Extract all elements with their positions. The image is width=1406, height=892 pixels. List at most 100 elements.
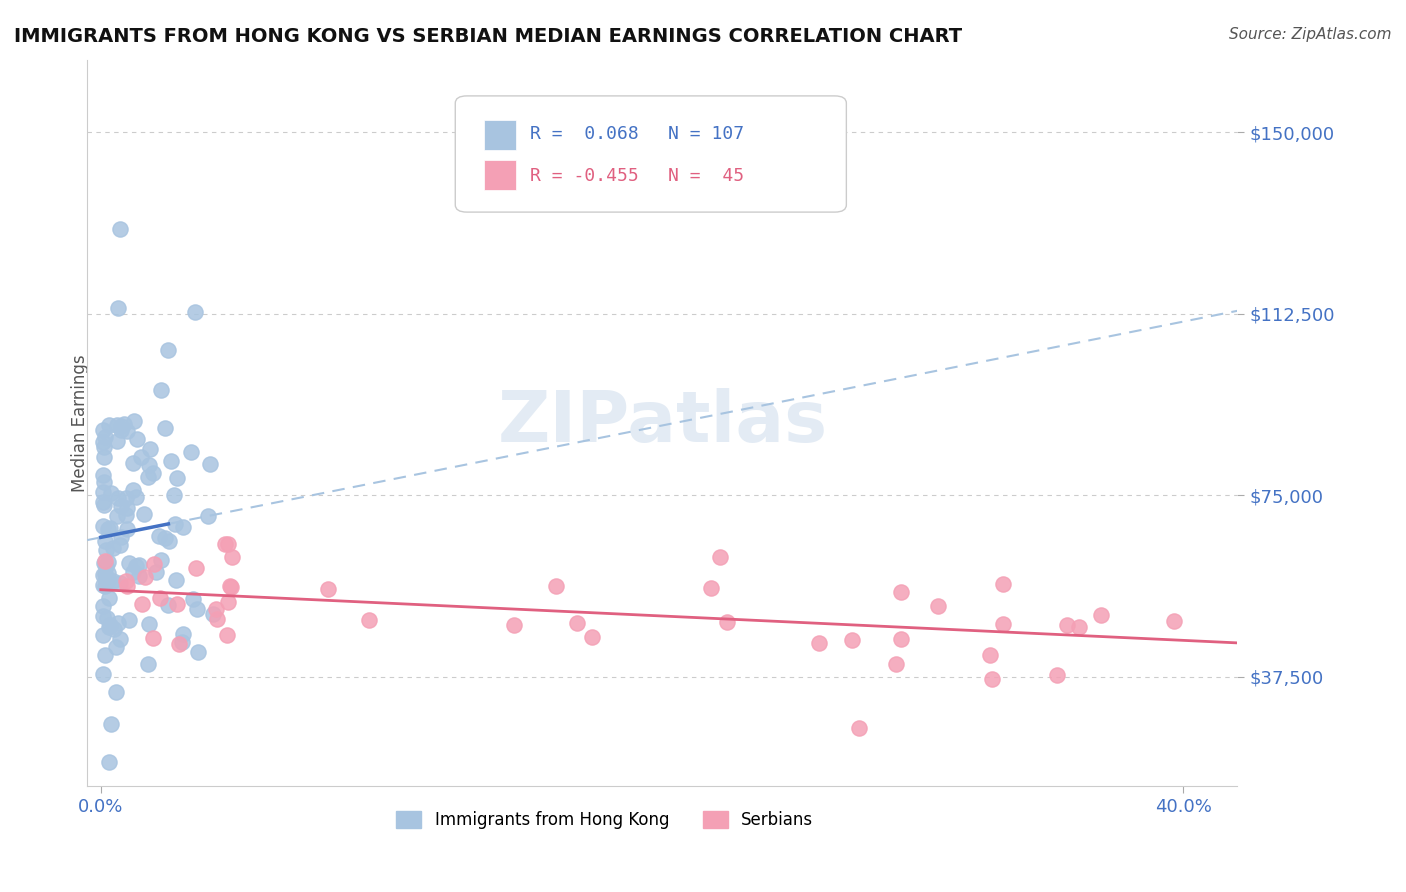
- Point: [890, 585, 912, 599]
- Point: [117, 425, 139, 439]
- Point: [97, 522, 120, 536]
- Point: [700, 581, 723, 595]
- Point: [108, 222, 131, 236]
- Point: [93, 556, 115, 570]
- Point: [94, 542, 117, 557]
- Text: R =  0.068: R = 0.068: [530, 125, 638, 143]
- Point: [105, 434, 128, 448]
- Point: [166, 471, 188, 485]
- Point: [217, 595, 239, 609]
- Point: [121, 483, 143, 497]
- Point: [993, 616, 1015, 631]
- Bar: [484, 160, 516, 190]
- Point: [219, 579, 242, 593]
- Point: [94, 566, 117, 581]
- Point: [172, 520, 194, 534]
- Point: [104, 640, 127, 654]
- Point: [167, 637, 190, 651]
- Point: [927, 599, 949, 614]
- Point: [221, 549, 243, 564]
- Point: [1090, 607, 1112, 622]
- Text: Source: ZipAtlas.com: Source: ZipAtlas.com: [1229, 27, 1392, 42]
- Point: [94, 430, 117, 444]
- Point: [219, 580, 242, 594]
- Point: [122, 414, 145, 428]
- Point: [94, 573, 117, 587]
- Point: [1163, 614, 1185, 628]
- Point: [96, 611, 118, 625]
- Point: [163, 488, 186, 502]
- Point: [118, 613, 141, 627]
- Point: [186, 601, 208, 615]
- Point: [136, 657, 159, 671]
- Point: [127, 432, 149, 446]
- Point: [108, 632, 131, 647]
- Point: [890, 632, 912, 646]
- Point: [115, 491, 138, 505]
- Text: N = 107: N = 107: [668, 125, 744, 143]
- Point: [93, 494, 115, 508]
- Point: [93, 599, 115, 613]
- Point: [145, 565, 167, 579]
- Point: [105, 417, 128, 432]
- Point: [98, 617, 121, 632]
- Point: [546, 579, 568, 593]
- Text: N =  45: N = 45: [668, 167, 744, 185]
- Point: [100, 486, 122, 500]
- Text: IMMIGRANTS FROM HONG KONG VS SERBIAN MEDIAN EARNINGS CORRELATION CHART: IMMIGRANTS FROM HONG KONG VS SERBIAN MED…: [14, 27, 962, 45]
- Point: [93, 667, 115, 681]
- Point: [94, 559, 117, 574]
- Point: [100, 716, 122, 731]
- Point: [217, 537, 239, 551]
- Point: [979, 648, 1001, 662]
- Point: [121, 565, 143, 579]
- Point: [93, 609, 115, 624]
- Point: [112, 417, 135, 432]
- Point: [94, 554, 117, 568]
- Text: ZIPatlas: ZIPatlas: [498, 388, 827, 458]
- Point: [139, 442, 162, 457]
- Point: [97, 572, 120, 586]
- Point: [197, 509, 219, 524]
- Point: [1056, 617, 1078, 632]
- Point: [848, 721, 870, 735]
- Point: [128, 558, 150, 572]
- Point: [981, 672, 1004, 686]
- Point: [165, 573, 187, 587]
- Point: [125, 490, 148, 504]
- Point: [125, 558, 148, 573]
- Point: [128, 569, 150, 583]
- Point: [94, 579, 117, 593]
- Point: [157, 533, 180, 548]
- Point: [709, 549, 731, 564]
- Point: [581, 630, 603, 644]
- Point: [93, 498, 115, 512]
- Point: [110, 538, 132, 552]
- Point: [142, 466, 165, 480]
- Point: [166, 597, 188, 611]
- Point: [110, 423, 132, 437]
- Point: [187, 645, 209, 659]
- Point: [103, 541, 125, 555]
- Point: [156, 598, 179, 612]
- Point: [160, 454, 183, 468]
- Point: [141, 631, 163, 645]
- Point: [94, 648, 117, 662]
- Point: [716, 615, 738, 629]
- Point: [136, 470, 159, 484]
- Point: [93, 519, 115, 533]
- Point: [97, 418, 120, 433]
- Point: [115, 574, 138, 588]
- Point: [172, 627, 194, 641]
- Point: [214, 537, 236, 551]
- Point: [110, 419, 132, 434]
- FancyBboxPatch shape: [456, 96, 846, 212]
- Point: [93, 628, 115, 642]
- Point: [93, 423, 115, 437]
- Point: [94, 534, 117, 549]
- Point: [1046, 668, 1069, 682]
- Point: [134, 570, 156, 584]
- Point: [110, 575, 132, 590]
- Point: [205, 612, 228, 626]
- Point: [180, 445, 202, 459]
